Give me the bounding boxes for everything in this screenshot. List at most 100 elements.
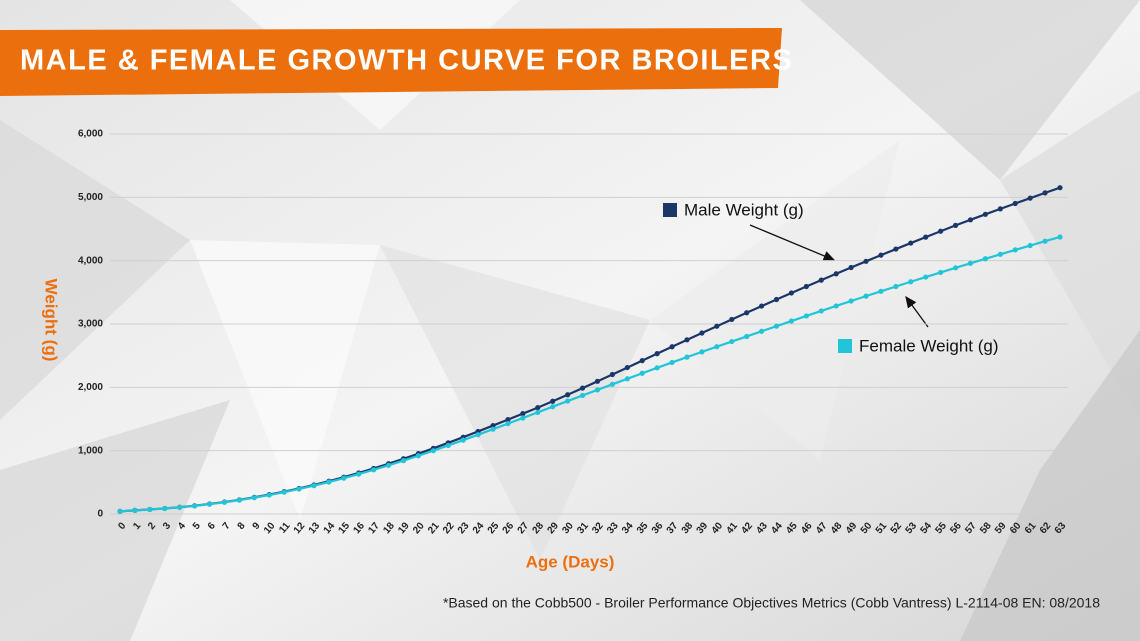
x-tick-label: 8	[236, 520, 248, 532]
data-point	[296, 486, 302, 492]
data-point	[535, 409, 541, 415]
data-point	[594, 378, 601, 384]
data-point	[475, 432, 481, 438]
data-point	[490, 426, 496, 432]
data-point	[266, 492, 272, 498]
data-point	[1027, 242, 1033, 249]
data-point	[1027, 195, 1033, 201]
y-tick-label: 1,000	[78, 445, 103, 456]
data-point	[773, 296, 780, 303]
data-point	[893, 283, 899, 290]
data-point	[699, 330, 705, 336]
data-point	[177, 504, 183, 510]
data-point	[1042, 238, 1048, 244]
y-tick-label: 0	[97, 509, 103, 520]
y-tick-label: 2,000	[78, 382, 103, 393]
data-point	[997, 206, 1003, 212]
data-point	[878, 252, 884, 258]
data-point	[550, 398, 556, 404]
x-tick-label: 3	[161, 520, 173, 532]
data-point	[505, 417, 511, 423]
data-point	[594, 387, 601, 393]
data-point	[684, 354, 690, 360]
data-point	[341, 475, 347, 481]
data-point	[758, 328, 765, 334]
data-point	[579, 385, 586, 391]
data-point	[609, 381, 615, 387]
data-point	[848, 264, 854, 271]
data-point	[967, 260, 974, 266]
x-tick-label: 5	[191, 520, 203, 532]
legend-swatch	[663, 203, 677, 217]
data-point	[982, 256, 988, 262]
data-point	[833, 303, 839, 309]
data-point	[714, 344, 720, 350]
data-point	[505, 421, 511, 427]
data-point	[609, 371, 615, 378]
data-point	[490, 422, 496, 429]
data-point	[1012, 247, 1018, 253]
data-point	[1057, 234, 1063, 240]
data-point	[206, 501, 213, 507]
data-point	[654, 351, 660, 357]
x-tick-label: 7	[221, 520, 233, 532]
data-point	[400, 458, 407, 464]
data-point	[788, 318, 795, 324]
data-point	[311, 483, 317, 489]
data-point	[639, 358, 645, 364]
data-point	[818, 308, 824, 314]
data-point	[669, 344, 675, 350]
data-point	[848, 298, 854, 304]
data-point	[669, 359, 675, 366]
data-point	[385, 462, 392, 468]
data-point	[117, 508, 123, 514]
x-tick-label: 4	[176, 520, 188, 532]
data-point	[684, 337, 690, 343]
data-point	[982, 211, 988, 217]
data-point	[565, 398, 571, 404]
data-point	[908, 279, 914, 285]
title-banner	[0, 28, 782, 96]
data-point	[236, 497, 242, 503]
male-pointer	[749, 224, 836, 261]
data-point	[967, 217, 974, 223]
data-point	[729, 338, 735, 345]
chart-title: MALE & FEMALE GROWTH CURVE FOR BROILERS	[20, 45, 793, 77]
data-point	[699, 349, 705, 355]
x-axis-label: Age (Days)	[526, 552, 615, 571]
data-point	[356, 471, 362, 477]
data-point	[639, 370, 645, 376]
data-point	[624, 364, 630, 371]
data-point	[520, 415, 526, 421]
data-point	[714, 323, 720, 329]
data-point	[251, 495, 257, 501]
data-point	[863, 293, 869, 299]
data-point	[938, 269, 944, 276]
data-point	[952, 265, 959, 271]
data-point	[863, 258, 869, 264]
data-point	[326, 479, 332, 485]
y-tick-label: 5,000	[78, 192, 103, 203]
data-point	[744, 310, 750, 316]
footnote: *Based on the Cobb500 - Broiler Performa…	[443, 595, 1100, 611]
data-point	[371, 467, 377, 473]
data-point	[938, 228, 944, 234]
data-point	[893, 246, 899, 252]
x-tick-label: 2	[146, 520, 158, 532]
data-point	[923, 274, 929, 280]
data-point	[281, 489, 287, 495]
data-point	[654, 365, 660, 371]
data-point	[162, 505, 168, 512]
data-point	[579, 392, 586, 399]
data-point	[520, 411, 526, 417]
data-point	[833, 271, 839, 277]
data-point	[147, 506, 153, 513]
data-point	[445, 442, 451, 449]
legend-swatch	[838, 339, 852, 353]
x-tick-label: 1	[131, 520, 143, 532]
data-point	[758, 303, 765, 309]
data-point	[818, 277, 824, 283]
data-point	[803, 313, 809, 319]
